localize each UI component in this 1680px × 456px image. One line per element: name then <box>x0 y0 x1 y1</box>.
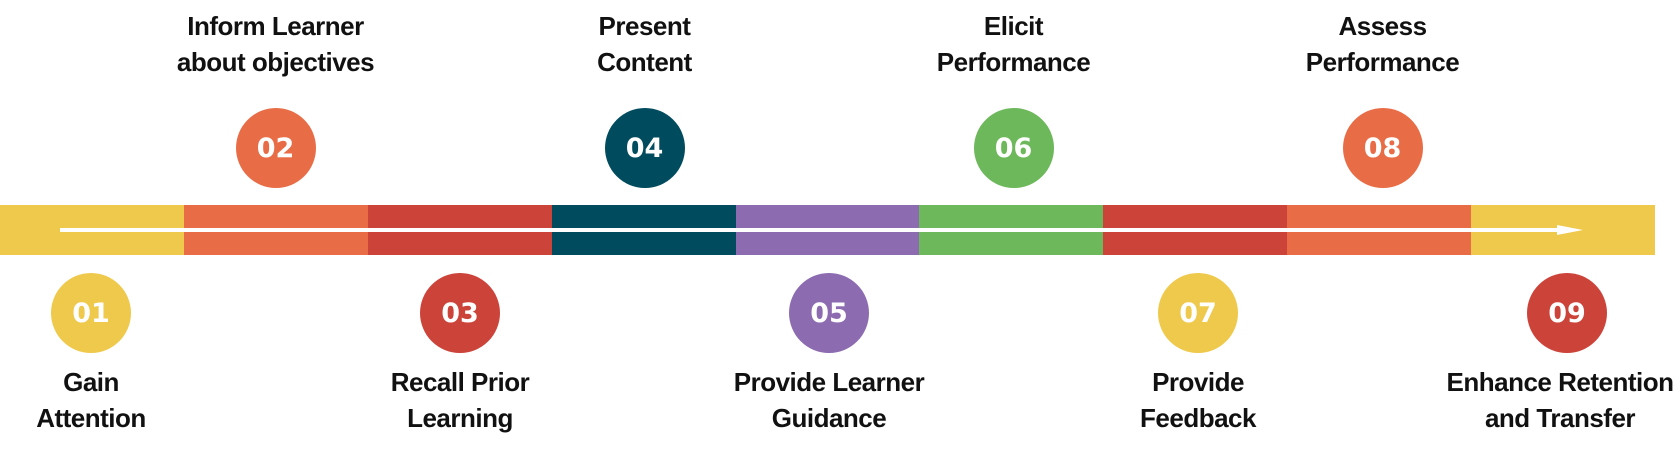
step-number-circle: 03 <box>420 273 500 353</box>
step-label: Enhance Retention and Transfer <box>1440 364 1680 436</box>
step-number-circle: 05 <box>789 273 869 353</box>
step-label-line1: Recall Prior <box>390 367 530 397</box>
step-label: Inform Learner about objectives <box>156 8 396 80</box>
step-label-line2: Content <box>597 47 692 77</box>
step-number-circle: 08 <box>1342 108 1423 188</box>
step-label-line2: Learning <box>407 403 513 433</box>
step-label-line1: Present <box>598 11 691 41</box>
step-label: Present Content <box>525 8 765 80</box>
arrow-shaft <box>60 228 1565 232</box>
step-label-line2: Performance <box>936 47 1091 77</box>
step-label: Gain Attention <box>0 364 211 436</box>
step-label-line1: Assess <box>1338 11 1427 41</box>
step-label-line1: Gain <box>63 367 119 397</box>
step-label-line2: Attention <box>36 403 146 433</box>
step-label-line1: Elicit <box>983 11 1044 41</box>
step-label-line2: about objectives <box>176 47 375 77</box>
step-label-line2: Guidance <box>771 403 887 433</box>
step-number-circle: 02 <box>235 108 316 188</box>
step-label-line2: Performance <box>1305 47 1460 77</box>
step-label-line1: Enhance Retention <box>1446 367 1674 397</box>
step-number-circle: 06 <box>973 108 1054 188</box>
step-label-line2: and Transfer <box>1484 403 1636 433</box>
step-label-line1: Provide Learner <box>733 367 925 397</box>
step-number-circle: 01 <box>51 273 131 353</box>
arrow-head <box>1557 225 1583 235</box>
step-label: Elicit Performance <box>894 8 1134 80</box>
timeline-arrow <box>60 225 1583 235</box>
step-label: Assess Performance <box>1263 8 1503 80</box>
step-label-line1: Provide <box>1152 367 1244 397</box>
step-label: Recall Prior Learning <box>340 364 580 436</box>
step-label: Provide Feedback <box>1078 364 1318 436</box>
step-label-line2: Feedback <box>1140 403 1256 433</box>
step-label-line1: Inform Learner <box>187 11 364 41</box>
step-number-circle: 09 <box>1527 273 1607 353</box>
step-label: Provide Learner Guidance <box>709 364 949 436</box>
step-number-circle: 07 <box>1158 273 1238 353</box>
step-number-circle: 04 <box>604 108 685 188</box>
